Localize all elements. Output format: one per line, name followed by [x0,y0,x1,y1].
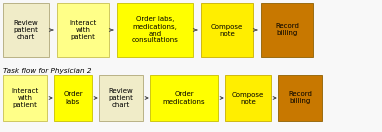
FancyBboxPatch shape [150,75,218,121]
Text: Order labs,
medications,
and
consultations: Order labs, medications, and consultatio… [131,16,178,44]
Text: Interact
with
patient: Interact with patient [70,20,97,40]
Text: Compose
note: Compose note [232,91,264,105]
FancyBboxPatch shape [99,75,143,121]
Text: Review
patient
chart: Review patient chart [108,88,133,108]
Text: Interact
with
patient: Interact with patient [11,88,39,108]
Text: Order
medications: Order medications [163,91,205,105]
Text: Record
billing: Record billing [288,91,312,105]
FancyBboxPatch shape [278,75,322,121]
FancyBboxPatch shape [201,3,253,57]
Text: Compose
note: Compose note [211,23,243,37]
FancyBboxPatch shape [3,75,47,121]
FancyBboxPatch shape [3,3,49,57]
FancyBboxPatch shape [225,75,271,121]
FancyBboxPatch shape [117,3,193,57]
Text: Task flow for Physician 2: Task flow for Physician 2 [3,68,92,74]
Text: Record
billing: Record billing [275,23,299,37]
FancyBboxPatch shape [57,3,109,57]
Text: Order
labs: Order labs [63,91,83,105]
Text: Review
patient
chart: Review patient chart [14,20,39,40]
FancyBboxPatch shape [261,3,313,57]
FancyBboxPatch shape [54,75,92,121]
